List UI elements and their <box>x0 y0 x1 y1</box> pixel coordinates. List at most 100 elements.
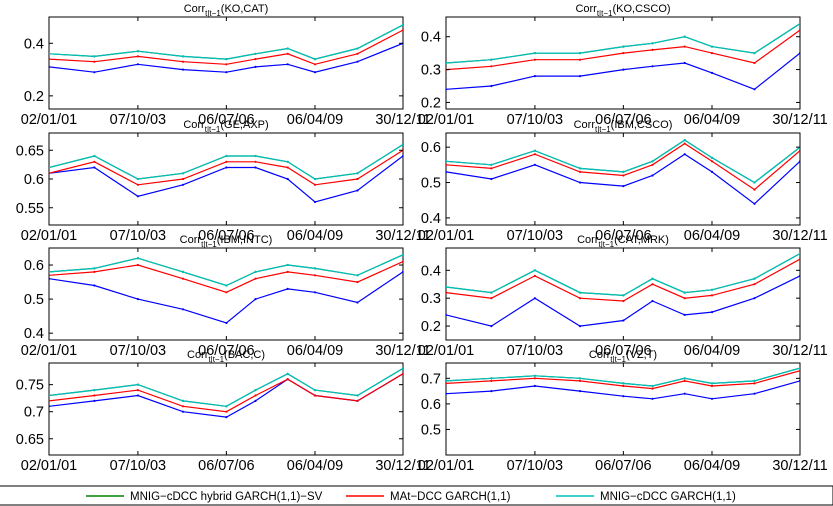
data-point <box>533 52 537 55</box>
data-point <box>651 387 654 390</box>
data-point <box>49 172 51 175</box>
data-point <box>254 65 257 68</box>
data-point <box>490 167 493 170</box>
data-point <box>313 63 317 66</box>
x-tick-label: 06/04/09 <box>287 343 343 359</box>
series-group <box>49 143 403 204</box>
x-tick-label: 30/12/11 <box>375 343 430 359</box>
data-point <box>313 58 317 61</box>
data-point <box>181 60 185 63</box>
data-point <box>651 283 654 286</box>
data-point <box>651 277 654 280</box>
data-point <box>93 166 96 169</box>
data-point <box>683 297 686 300</box>
panel-0: 0.2 0.4 02/01/01 07/10/03 06/07/06 06/04/09 30… <box>21 3 431 128</box>
x-tick-label: 06/04/09 <box>287 458 343 474</box>
data-point <box>401 154 403 158</box>
data-point <box>683 291 686 294</box>
series-line-0 <box>49 271 403 324</box>
data-point <box>356 60 359 63</box>
data-point <box>286 166 289 169</box>
data-point <box>181 405 185 408</box>
data-point <box>136 263 139 267</box>
data-point <box>446 392 448 395</box>
panel-title: Corrt|t−1(GE,AXP) <box>183 119 268 134</box>
data-point <box>93 160 96 163</box>
data-point <box>578 379 582 382</box>
series-line-3 <box>49 24 403 60</box>
x-tick-label: 07/10/03 <box>507 343 563 359</box>
data-point <box>446 88 448 91</box>
data-point <box>136 383 139 386</box>
series-line-0 <box>49 155 403 203</box>
data-point <box>753 88 756 91</box>
data-point <box>356 301 359 304</box>
data-point <box>578 291 582 294</box>
series-group <box>49 367 403 419</box>
data-point <box>533 297 537 300</box>
data-point <box>753 283 756 286</box>
data-point <box>225 154 228 158</box>
data-point <box>533 269 537 272</box>
data-point <box>181 55 185 58</box>
data-point <box>683 313 686 316</box>
series-line-0 <box>49 42 403 73</box>
x-tick-label: 06/07/06 <box>198 343 254 359</box>
data-point <box>651 163 654 166</box>
legend-label: MAt−DCC GARCH(1,1) <box>390 491 511 503</box>
panel-title: Corrt|t−1(IBM,INTC) <box>180 234 273 249</box>
data-point <box>683 61 686 65</box>
y-tick-label: 0.7 <box>24 405 44 421</box>
data-point <box>533 163 537 166</box>
data-point <box>286 52 289 55</box>
data-point <box>622 299 625 303</box>
y-tick-label: 0.75 <box>16 378 44 394</box>
data-point <box>286 378 289 381</box>
series-line-3 <box>49 143 403 180</box>
x-tick-label: 02/01/01 <box>21 228 77 244</box>
data-point <box>225 71 228 74</box>
x-tick-label: 06/07/06 <box>198 228 254 244</box>
data-point <box>490 177 493 181</box>
data-point <box>753 52 756 55</box>
y-tick-label: 0.4 <box>24 36 44 52</box>
data-point <box>710 156 714 159</box>
data-point <box>710 311 714 314</box>
data-point <box>136 55 139 58</box>
data-point <box>622 319 625 322</box>
x-tick-label: 06/04/09 <box>684 458 740 474</box>
data-point <box>651 42 654 45</box>
plot-frame <box>445 132 801 226</box>
data-point <box>286 47 289 50</box>
series-line-2 <box>446 142 800 191</box>
data-point <box>49 399 51 402</box>
data-point <box>683 392 686 395</box>
data-point <box>225 321 228 325</box>
y-tick-label: 0.3 <box>421 63 441 79</box>
data-point <box>286 287 289 290</box>
data-point <box>578 325 582 328</box>
data-point <box>181 277 185 280</box>
data-point <box>490 297 493 300</box>
plot-frame <box>48 247 404 341</box>
data-point <box>578 390 582 393</box>
y-tick-label: 0.4 <box>421 211 441 227</box>
plot-frame <box>445 362 801 456</box>
y-tick-label: 0.4 <box>421 30 441 46</box>
data-point <box>578 75 582 78</box>
data-point <box>93 389 96 392</box>
x-tick-label: 02/01/01 <box>418 458 474 474</box>
data-point <box>356 281 359 284</box>
data-point <box>651 397 654 400</box>
data-point <box>753 277 756 280</box>
x-tick-label: 02/01/01 <box>418 228 474 244</box>
data-point <box>93 399 96 402</box>
data-point <box>49 394 51 397</box>
data-point <box>798 258 800 261</box>
data-point <box>446 285 448 289</box>
data-point <box>798 252 800 255</box>
panel-title: Corrt|t−1(CAT,MRK) <box>577 234 669 249</box>
data-point <box>533 374 537 377</box>
data-point <box>710 71 714 74</box>
data-point <box>401 270 403 273</box>
